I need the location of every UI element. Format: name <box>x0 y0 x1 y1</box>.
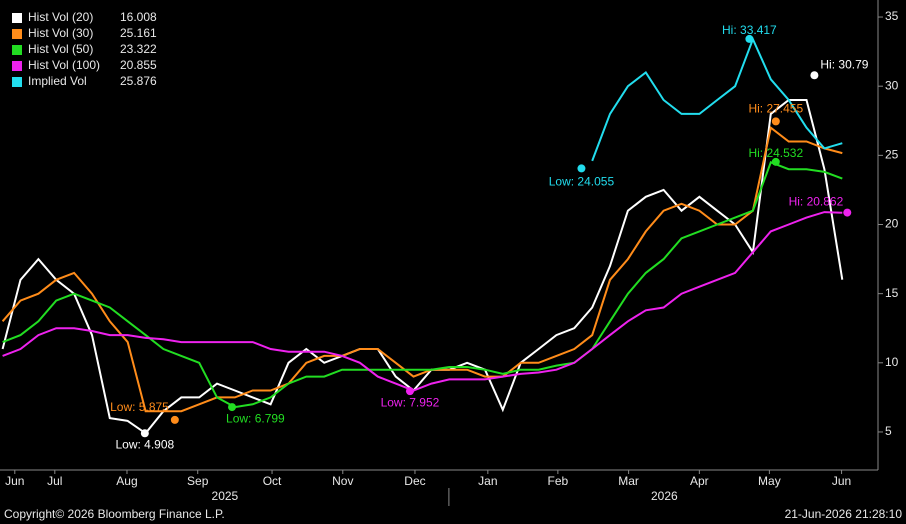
x-tick-label: Oct <box>263 474 282 488</box>
legend-label: Implied Vol <box>28 74 87 88</box>
annotation-marker <box>228 403 237 412</box>
annotation-label: Low: 24.055 <box>549 175 615 189</box>
legend-value: 16.008 <box>120 10 157 24</box>
legend-label: Hist Vol (100) <box>28 58 100 72</box>
annotation-marker <box>745 34 754 43</box>
legend-swatch <box>12 29 22 39</box>
legend-value: 25.161 <box>120 26 157 40</box>
legend-label: Hist Vol (20) <box>28 10 93 24</box>
legend-value: 25.876 <box>120 74 157 88</box>
x-tick-label: Jan <box>478 474 497 488</box>
y-tick-label: 35 <box>885 9 899 23</box>
series-line <box>1 99 844 435</box>
x-tick-label: Apr <box>690 474 709 488</box>
annotation-label: Hi: 30.79 <box>820 57 868 71</box>
legend-swatch <box>12 61 22 71</box>
legend-swatch <box>12 13 22 23</box>
y-tick-label: 15 <box>885 286 899 300</box>
legend-label: Hist Vol (30) <box>28 26 93 40</box>
annotation-marker <box>405 387 414 396</box>
x-tick-label: Dec <box>404 474 425 488</box>
annotation-marker <box>771 117 780 126</box>
legend-swatch <box>12 77 22 87</box>
legend-swatch <box>12 45 22 55</box>
annotation-label: Low: 7.952 <box>381 395 440 409</box>
series-line <box>1 125 843 413</box>
annotation-label: Low: 4.908 <box>115 437 174 451</box>
x-group-label: 2025 <box>212 489 239 503</box>
y-tick-label: 30 <box>885 78 899 92</box>
y-tick-label: 5 <box>885 424 892 438</box>
legend-label: Hist Vol (50) <box>28 42 93 56</box>
x-tick-label: Nov <box>332 474 353 488</box>
annotation-marker <box>810 71 819 80</box>
annotation-label: Hi: 33.417 <box>722 23 777 37</box>
legend-value: 23.322 <box>120 42 157 56</box>
footer-right: 21-Jun-2026 21:28:10 <box>785 507 903 521</box>
x-tick-label: Jul <box>47 474 62 488</box>
x-tick-label: Jun <box>5 474 24 488</box>
x-tick-label: Mar <box>618 474 639 488</box>
x-tick-label: Aug <box>116 474 137 488</box>
annotation-marker <box>140 429 149 438</box>
series-line <box>591 36 843 162</box>
x-group-label: 2026 <box>651 489 678 503</box>
annotation-marker <box>577 164 586 173</box>
annotation-marker <box>771 157 780 166</box>
series-line <box>2 211 843 392</box>
x-tick-label: Feb <box>548 474 569 488</box>
annotation-label: Low: 6.799 <box>226 411 285 425</box>
annotation-marker <box>843 208 852 217</box>
legend-value: 20.855 <box>120 58 157 72</box>
x-tick-label: Sep <box>187 474 209 488</box>
x-tick-label: May <box>758 474 781 488</box>
series-line <box>2 161 843 409</box>
y-tick-label: 25 <box>885 148 899 162</box>
y-tick-label: 10 <box>885 355 899 369</box>
annotation-label: Hi: 27.455 <box>748 102 803 116</box>
annotation-label: Low: 5.875 <box>110 400 169 414</box>
annotation-marker <box>170 415 179 424</box>
footer-left: Copyright© 2026 Bloomberg Finance L.P. <box>4 507 225 521</box>
x-tick-label: Jun <box>832 474 851 488</box>
annotation-label: Hi: 20.862 <box>789 195 844 209</box>
annotation-label: Hi: 24.532 <box>748 146 803 160</box>
y-tick-label: 20 <box>885 217 899 231</box>
